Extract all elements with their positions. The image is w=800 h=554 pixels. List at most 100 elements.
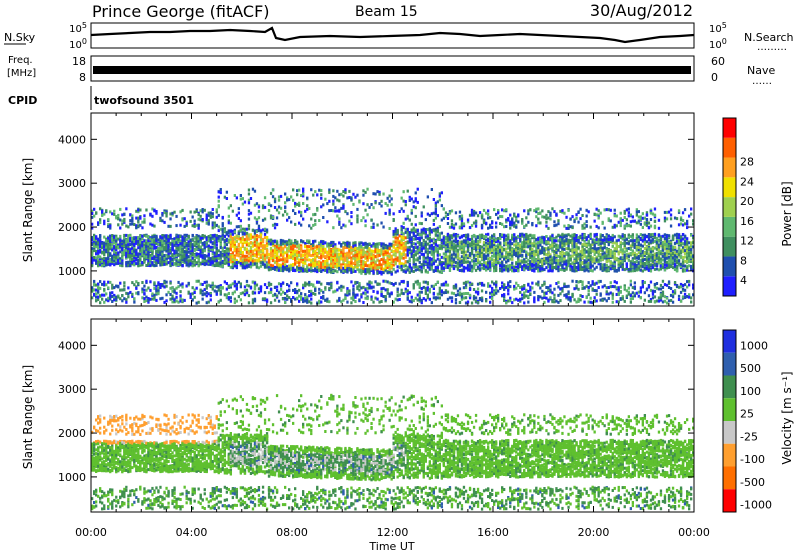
power-echo-cell [190, 239, 192, 242]
power-echo-cell [177, 238, 179, 241]
power-echo-cell [153, 247, 155, 250]
power-echo-cell [252, 281, 254, 284]
nsky-tick-right-top: 105 [709, 21, 727, 35]
power-echo-cell [167, 240, 169, 243]
power-echo-cell [206, 216, 208, 219]
power-echo-cell [248, 242, 250, 245]
power-echo-cell [228, 221, 230, 224]
power-echo-cell [163, 221, 165, 224]
power-echo-cell [192, 234, 194, 237]
power-echo-cell [258, 229, 260, 232]
power-echo-cell [157, 243, 159, 246]
power-echo-cell [230, 300, 232, 303]
power-echo-cell [204, 257, 206, 260]
power-echo-cell [157, 239, 159, 242]
power-echo-cell [242, 264, 244, 267]
power-echo-cell [272, 294, 274, 297]
power-echo-cell [244, 259, 246, 262]
power-echo-cell [171, 239, 173, 242]
power-echo-cell [101, 294, 103, 297]
power-echo-cell [256, 245, 258, 248]
power-echo-cell [236, 300, 238, 303]
power-echo-cell [99, 261, 101, 264]
power-echo-cell [123, 239, 125, 242]
power-echo-cell [155, 242, 157, 245]
power-echo-cell [111, 212, 113, 215]
power-echo-cell [256, 255, 258, 258]
power-echo-cell [153, 257, 155, 260]
power-echo-cell [190, 293, 192, 296]
power-echo-cell [232, 258, 234, 261]
power-echo-cell [101, 246, 103, 249]
power-echo-cell [175, 235, 177, 238]
power-echo-cell [196, 253, 198, 256]
power-echo-cell [141, 296, 143, 299]
power-echo-cell [208, 212, 210, 215]
power-echo-cell [202, 242, 204, 245]
power-echo-cell [204, 292, 206, 295]
power-echo-cell [121, 299, 123, 302]
power-echo-cell [234, 301, 236, 304]
power-echo-cell [204, 241, 206, 244]
power-echo-cell [228, 248, 230, 251]
power-echo-cell [234, 298, 236, 301]
power-echo-cell [165, 215, 167, 218]
power-echo-cell [232, 230, 234, 233]
power-echo-cell [139, 224, 141, 227]
power-echo-cell [105, 209, 107, 212]
power-echo-cell [105, 263, 107, 266]
power-echo-cell [218, 261, 220, 264]
power-echo-cell [175, 287, 177, 290]
power-echo-cell [173, 299, 175, 302]
power-echo-cell [206, 301, 208, 304]
freq-units-label: [MHz] [7, 68, 36, 79]
power-echo-cell [272, 267, 274, 270]
power-echo-cell [139, 262, 141, 265]
power-echo-cell [95, 284, 97, 287]
power-echo-cell [175, 224, 177, 227]
power-echo-cell [163, 235, 165, 238]
power-echo-cell [123, 281, 125, 284]
power-echo-cell [131, 214, 133, 217]
power-echo-cell [129, 238, 131, 241]
power-echo-cell [246, 251, 248, 254]
power-echo-cell [145, 264, 147, 267]
power-echo-cell [200, 289, 202, 292]
power-echo-cell [123, 251, 125, 254]
power-echo-cell [260, 229, 262, 232]
power-echo-cell [184, 242, 186, 245]
power-echo-cell [141, 288, 143, 291]
power-echo-cell [228, 286, 230, 289]
power-echo-cell [268, 202, 270, 205]
power-echo-cell [248, 218, 250, 221]
power-echo-cell [177, 247, 179, 250]
power-echo-cell [95, 299, 97, 302]
power-echo-cell [127, 292, 129, 295]
power-echo-cell [262, 219, 264, 222]
power-echo-cell [266, 252, 268, 255]
power-echo-cell [186, 244, 188, 247]
power-echo-cell [159, 260, 161, 263]
power-echo-cell [165, 281, 167, 284]
power-echo-cell [272, 216, 274, 219]
power-echo-cell [254, 282, 256, 285]
power-echo-cell [179, 300, 181, 303]
power-echo-cell [103, 246, 105, 249]
power-echo-cell [272, 242, 274, 245]
power-echo-cell [224, 280, 226, 283]
power-echo-cell [216, 247, 218, 250]
power-echo-cell [165, 254, 167, 257]
power-echo-cell [167, 253, 169, 256]
power-echo-cell [141, 247, 143, 250]
power-echo-cell [103, 236, 105, 239]
power-echo-cell [109, 224, 111, 227]
power-echo-cell [204, 244, 206, 247]
power-echo-cell [145, 245, 147, 248]
power-echo-cell [169, 212, 171, 215]
power-echo-cell [115, 216, 117, 219]
power-echo-cell [177, 285, 179, 288]
power-echo-cell [181, 256, 183, 259]
power-echo-cell [111, 291, 113, 294]
power-echo-cell [190, 245, 192, 248]
power-echo-cell [129, 251, 131, 254]
